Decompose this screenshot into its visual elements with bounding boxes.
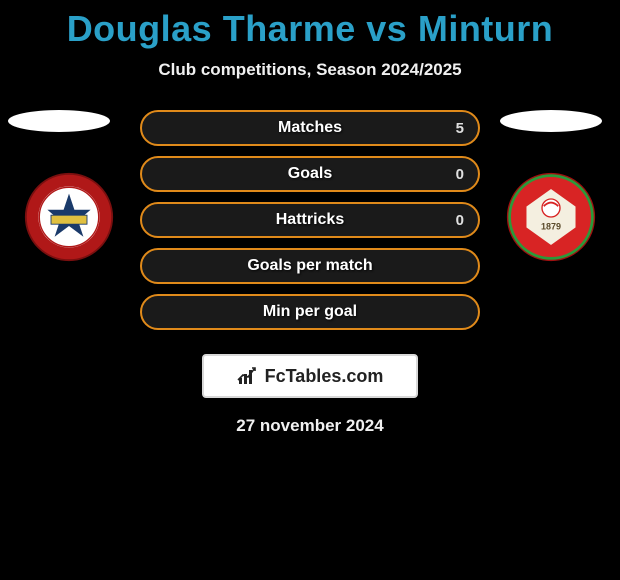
stat-right-value: 0 xyxy=(456,158,464,190)
fctables-badge[interactable]: FcTables.com xyxy=(202,354,418,398)
stat-label: Hattricks xyxy=(142,204,478,236)
stats-section: 1879 Matches 5 Goals 0 Hattricks 0 Goals… xyxy=(0,110,620,340)
player2-placeholder-icon xyxy=(500,110,602,132)
stat-label: Matches xyxy=(142,112,478,144)
svg-text:1879: 1879 xyxy=(541,222,561,232)
chart-icon xyxy=(237,366,259,386)
stat-right-value: 5 xyxy=(456,112,464,144)
stat-label: Goals per match xyxy=(142,250,478,282)
stat-right-value: 0 xyxy=(456,204,464,236)
club-badge-right: 1879 xyxy=(506,172,596,262)
stat-label: Min per goal xyxy=(142,296,478,328)
stat-row-goals: Goals 0 xyxy=(140,156,480,192)
page-title: Douglas Tharme vs Minturn xyxy=(0,0,620,50)
fctables-text: FcTables.com xyxy=(265,366,384,387)
club-badge-left xyxy=(24,172,114,262)
date-line: 27 november 2024 xyxy=(0,416,620,436)
stat-row-hattricks: Hattricks 0 xyxy=(140,202,480,238)
player2-name: Minturn xyxy=(418,8,553,49)
stat-row-min-per-goal: Min per goal xyxy=(140,294,480,330)
stat-rows: Matches 5 Goals 0 Hattricks 0 Goals per … xyxy=(140,110,480,340)
player1-name: Douglas Tharme xyxy=(67,8,356,49)
stat-label: Goals xyxy=(142,158,478,190)
vs-text: vs xyxy=(366,8,407,49)
stat-row-matches: Matches 5 xyxy=(140,110,480,146)
stat-row-goals-per-match: Goals per match xyxy=(140,248,480,284)
player1-placeholder-icon xyxy=(8,110,110,132)
subtitle: Club competitions, Season 2024/2025 xyxy=(0,60,620,80)
